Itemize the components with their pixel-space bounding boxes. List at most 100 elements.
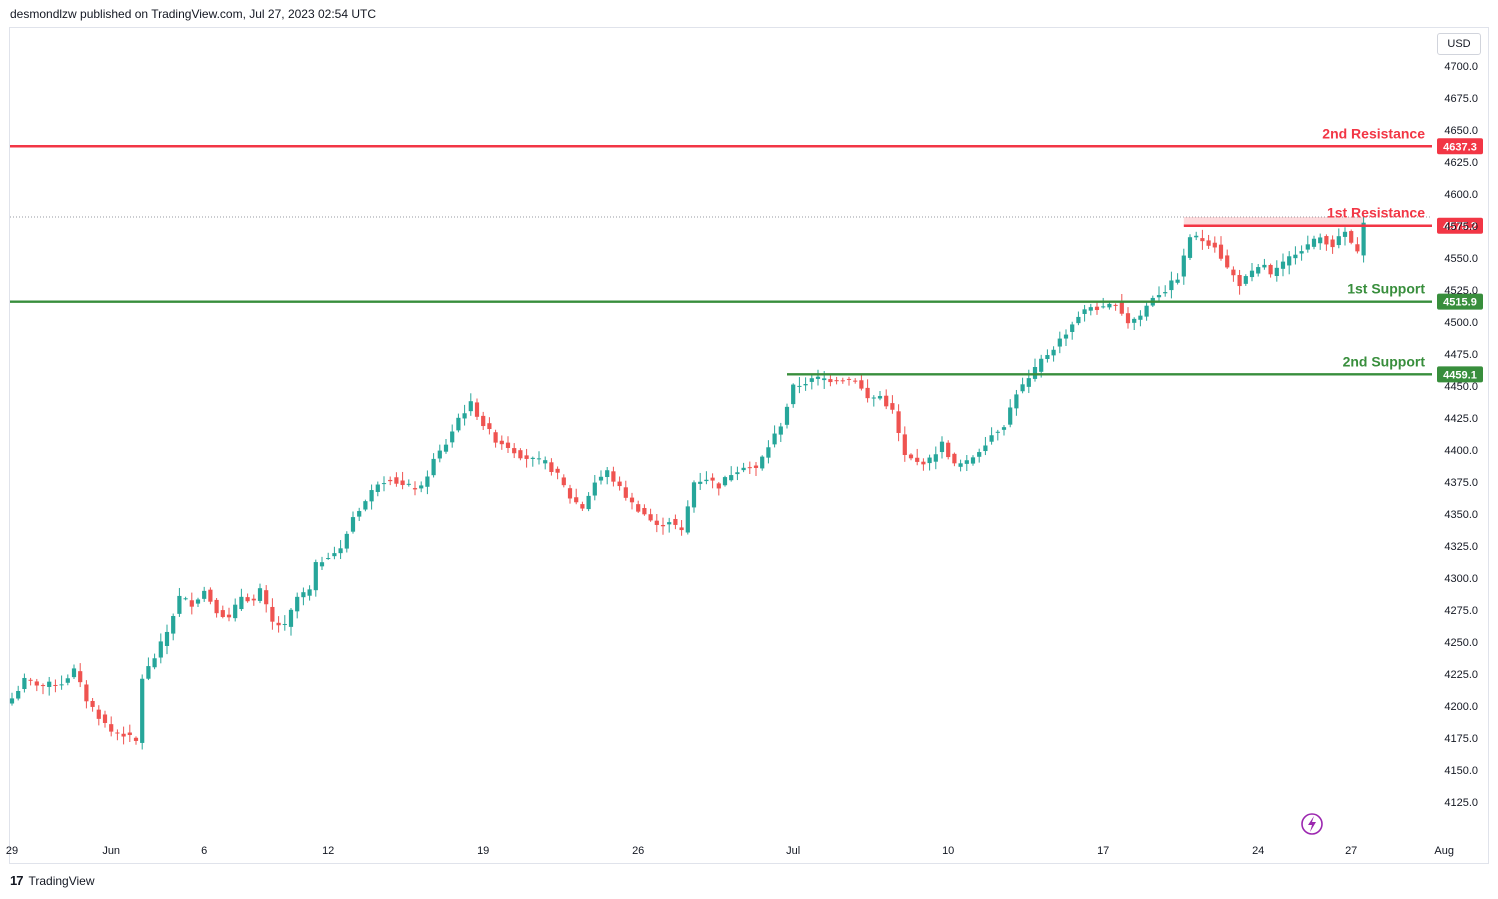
candle-body xyxy=(834,380,839,382)
lightning-icon[interactable] xyxy=(1301,813,1323,835)
candle-body xyxy=(933,454,938,462)
candle-body xyxy=(419,485,424,489)
candle-body xyxy=(660,525,666,527)
candle-body xyxy=(1355,244,1360,252)
candle-body xyxy=(983,445,988,452)
candle-body xyxy=(47,681,52,687)
candle-body xyxy=(772,433,777,445)
candle-body xyxy=(295,596,300,612)
candle-body xyxy=(1169,280,1174,291)
candle-body xyxy=(71,668,77,678)
candle-body xyxy=(574,497,579,503)
candle-body xyxy=(518,450,523,459)
price-tag-label: 4637.3 xyxy=(1443,141,1477,153)
tradingview-brand[interactable]: 17 TradingView xyxy=(10,873,95,888)
price-tag xyxy=(1437,138,1483,155)
candle-body xyxy=(722,477,728,486)
candle-body xyxy=(1194,235,1199,238)
x-tick-label: 29 xyxy=(6,845,18,857)
candle-body xyxy=(140,678,145,743)
candle-body xyxy=(1144,305,1149,317)
candle-body xyxy=(1163,292,1168,294)
candle-body xyxy=(1125,313,1131,324)
candle-body xyxy=(977,452,982,457)
candle-body xyxy=(78,671,83,683)
y-tick-label: 4275.0 xyxy=(1444,605,1478,617)
candle-body xyxy=(319,562,325,567)
candle-body xyxy=(1318,237,1323,244)
candle-body xyxy=(549,462,554,472)
candle-body xyxy=(710,477,715,481)
price-tag-label: 4575.2 xyxy=(1443,221,1477,233)
candle-body xyxy=(59,684,64,686)
candle-body xyxy=(642,508,647,515)
candle-body xyxy=(1014,394,1019,409)
candle-body xyxy=(877,396,883,399)
candle-body xyxy=(958,463,963,467)
candle-body xyxy=(251,598,256,601)
candle-body xyxy=(629,497,635,503)
candle-body xyxy=(698,481,703,484)
y-tick-label: 4325.0 xyxy=(1444,541,1478,553)
candle-body xyxy=(1107,303,1112,308)
y-tick-label: 4300.0 xyxy=(1444,573,1478,585)
y-tick-label: 4150.0 xyxy=(1444,765,1478,777)
candle-body xyxy=(915,457,920,462)
candle-body xyxy=(456,417,461,431)
candle-body xyxy=(313,562,318,591)
candle-body xyxy=(1243,276,1248,284)
candle-body xyxy=(127,732,132,736)
candle-body xyxy=(685,506,690,533)
candle-body xyxy=(1287,256,1292,266)
candle-body xyxy=(363,501,368,510)
y-tick-label: 4200.0 xyxy=(1444,701,1478,713)
candle-body xyxy=(474,402,480,417)
candle-body xyxy=(729,475,734,481)
candle-body xyxy=(555,468,560,473)
candle-body xyxy=(747,467,752,469)
x-tick-label: Aug xyxy=(1434,845,1454,857)
candle-body xyxy=(623,487,628,498)
candle-body xyxy=(1225,255,1230,268)
candle-body xyxy=(846,378,852,380)
level-label: 2nd Support xyxy=(1343,353,1426,369)
candle-body xyxy=(1268,264,1273,275)
candle-body xyxy=(1001,427,1007,430)
candle-body xyxy=(369,490,374,502)
candle-body xyxy=(741,467,746,471)
currency-button[interactable]: USD xyxy=(1437,33,1481,55)
candle-body xyxy=(412,488,418,490)
candle-body xyxy=(1032,367,1038,379)
candle-body xyxy=(152,658,157,668)
candle-body xyxy=(468,401,473,412)
candle-body xyxy=(673,518,678,525)
candle-body xyxy=(667,522,672,525)
candle-body xyxy=(326,558,331,560)
candle-body xyxy=(753,465,759,468)
candle-body xyxy=(301,592,306,598)
y-tick-label: 4500.0 xyxy=(1444,317,1478,329)
candle-body xyxy=(257,588,263,601)
candle-body xyxy=(704,479,709,482)
candle-body xyxy=(115,732,120,734)
candle-body xyxy=(784,406,790,425)
price-tag xyxy=(1437,217,1483,234)
candle-body xyxy=(239,596,244,610)
candle-body xyxy=(567,488,573,499)
candle-body xyxy=(189,600,194,607)
candle-body xyxy=(146,666,151,679)
zone-layer xyxy=(1183,217,1364,226)
y-tick-label: 4350.0 xyxy=(1444,509,1478,521)
candle-body xyxy=(233,604,238,619)
candle-body xyxy=(815,376,821,379)
brand-label: TradingView xyxy=(28,873,95,888)
y-tick-label: 4425.0 xyxy=(1444,413,1478,425)
candle-body xyxy=(543,460,548,464)
candle-body xyxy=(939,441,945,453)
candle-body xyxy=(1088,307,1093,311)
candle-body xyxy=(34,681,39,686)
candle-body xyxy=(177,595,182,614)
candle-body xyxy=(1249,270,1255,278)
y-tick-label: 4475.0 xyxy=(1444,349,1478,361)
